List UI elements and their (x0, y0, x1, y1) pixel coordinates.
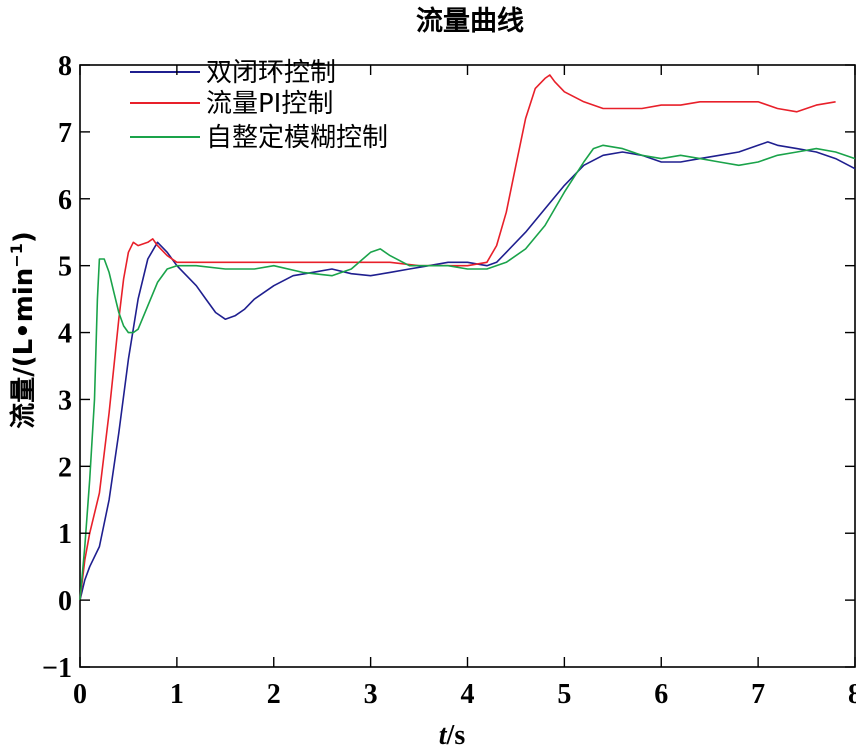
legend-label: 流量PI控制 (206, 89, 333, 119)
y-tick-label: −1 (42, 653, 72, 684)
y-axis-label-sup: −1 (7, 243, 26, 268)
chart-title: 流量曲线 (416, 6, 524, 37)
series-line-2 (79, 74, 836, 601)
y-axis-label-main: 流量/(L•min (9, 268, 39, 429)
x-tick-label: 0 (73, 679, 87, 710)
plot-area (79, 64, 856, 668)
legend-label: 双闭环控制 (206, 58, 336, 88)
x-tick-label: 6 (654, 679, 668, 710)
series-line-1 (79, 141, 856, 601)
y-axis-label-close: ) (9, 231, 39, 243)
x-axis-ticks: 0 1 2 3 4 5 6 7 8 (73, 65, 856, 710)
y-tick-label: 2 (58, 452, 72, 483)
x-tick-label: 2 (267, 679, 281, 710)
y-tick-label: 0 (58, 586, 72, 617)
x-tick-label: 1 (170, 679, 184, 710)
x-tick-label: 8 (848, 679, 856, 710)
x-axis-label-unit: /s (446, 720, 466, 751)
y-tick-label: 1 (58, 519, 72, 550)
series-line-3 (79, 144, 856, 601)
y-tick-label: 5 (58, 252, 72, 283)
y-tick-label: 8 (58, 51, 72, 82)
y-tick-label: 7 (58, 118, 72, 149)
series-lines (79, 74, 856, 601)
legend-label: 自整定模糊控制 (206, 123, 388, 153)
y-axis-ticks: −1 0 1 2 3 4 5 6 7 8 (42, 51, 855, 684)
x-axis-label: t/s (439, 720, 466, 751)
x-tick-label: 3 (364, 679, 378, 710)
y-tick-label: 3 (58, 385, 72, 416)
x-axis-label-main: t (439, 720, 448, 751)
y-axis-label: 流量/(L•min−1) (7, 231, 39, 429)
plot-frame (79, 64, 856, 668)
x-tick-label: 7 (751, 679, 765, 710)
x-tick-label: 4 (461, 679, 475, 710)
x-tick-label: 5 (557, 679, 571, 710)
y-tick-label: 4 (58, 319, 72, 350)
y-tick-label: 6 (58, 185, 72, 216)
